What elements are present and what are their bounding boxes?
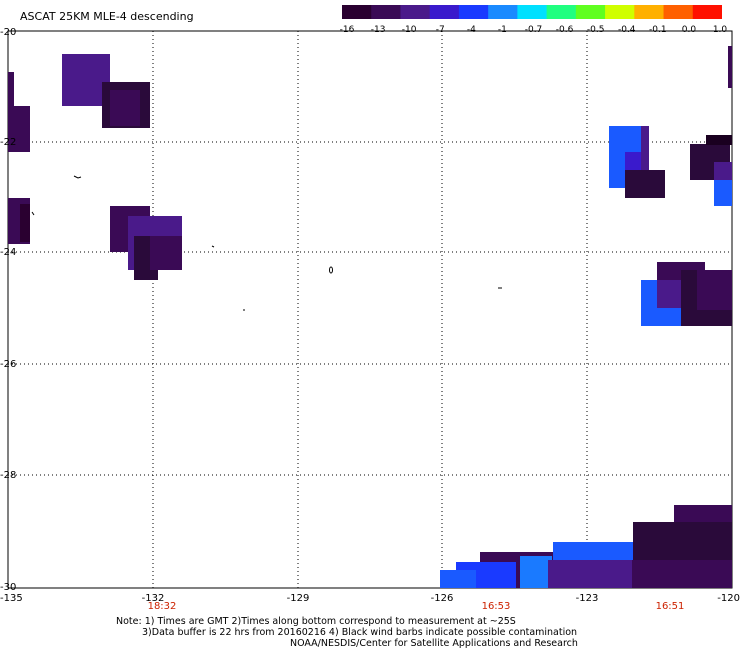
land-outlines [31, 175, 502, 311]
colorbar-swatch [342, 5, 372, 19]
note-line-1: Note: 1) Times are GMT 2)Times along bot… [116, 616, 516, 627]
colorbar-swatch [634, 5, 665, 19]
colorbar-swatch [663, 5, 694, 19]
colorbar-label: -10 [401, 25, 417, 35]
colorbar-label: -0.1 [649, 25, 667, 35]
colorbar-label: -16 [339, 25, 355, 35]
note-line-2: 3)Data buffer is 22 hrs from 20160216 4)… [142, 627, 578, 638]
colorbar-swatch [605, 5, 635, 19]
grid-lines [8, 31, 732, 588]
wind-data-cells [8, 46, 732, 588]
colorbar-swatch [400, 5, 431, 19]
y-tick-label: -22 [0, 137, 16, 148]
colorbar-swatch [488, 5, 518, 19]
time-label: 16:53 [482, 601, 511, 612]
colorbar-swatch [517, 5, 548, 19]
colorbar-label: -0.7 [524, 25, 543, 35]
colorbar-label: -0.5 [586, 25, 605, 35]
colorbar-label: -4 [466, 25, 476, 35]
colorbar-swatch [458, 5, 489, 19]
colorbar-label: -13 [370, 25, 386, 35]
x-axis-labels: -135 -132 -129 -126 -123 -120 [0, 593, 740, 604]
colorbar-swatch [429, 5, 460, 19]
colorbar-label: -0.6 [555, 25, 574, 35]
color-scale-bar [342, 5, 722, 19]
colorbar-swatch [692, 5, 722, 19]
x-tick-label: -120 [717, 593, 740, 604]
y-tick-label: -28 [0, 470, 16, 481]
x-tick-label: -132 [142, 593, 165, 604]
colorbar-label: 0.0 [681, 25, 697, 35]
colorbar-label: -1 [497, 25, 507, 35]
time-labels: 18:32 16:53 16:51 [148, 601, 685, 612]
colorbar-label: -0.4 [617, 25, 636, 35]
colorbar-swatch [575, 5, 606, 19]
map-title: ASCAT 25KM MLE-4 descending [20, 10, 194, 23]
note-line-3: NOAA/NESDIS/Center for Satellite Applica… [290, 638, 578, 649]
x-tick-label: -126 [431, 593, 454, 604]
colorbar-swatch [371, 5, 401, 19]
x-tick-label: -135 [0, 593, 23, 604]
colorbar-label: 1.0 [712, 25, 728, 35]
y-tick-label: -20 [0, 27, 16, 38]
colorbar-swatch [546, 5, 577, 19]
y-tick-label: -30 [0, 582, 16, 593]
x-tick-label: -123 [576, 593, 599, 604]
time-label: 18:32 [148, 601, 177, 612]
y-tick-label: -24 [0, 247, 16, 258]
time-label: 16:51 [656, 601, 685, 612]
y-tick-label: -26 [0, 359, 16, 370]
colorbar-label: -7 [435, 25, 445, 35]
wind-map: -135 -132 -129 -126 -123 -120 -20 -22 -24 -26 -28… [0, 27, 740, 612]
x-tick-label: -129 [287, 593, 310, 604]
y-axis-labels: -20 -22 -24 -26 -28 -30 [0, 27, 16, 593]
